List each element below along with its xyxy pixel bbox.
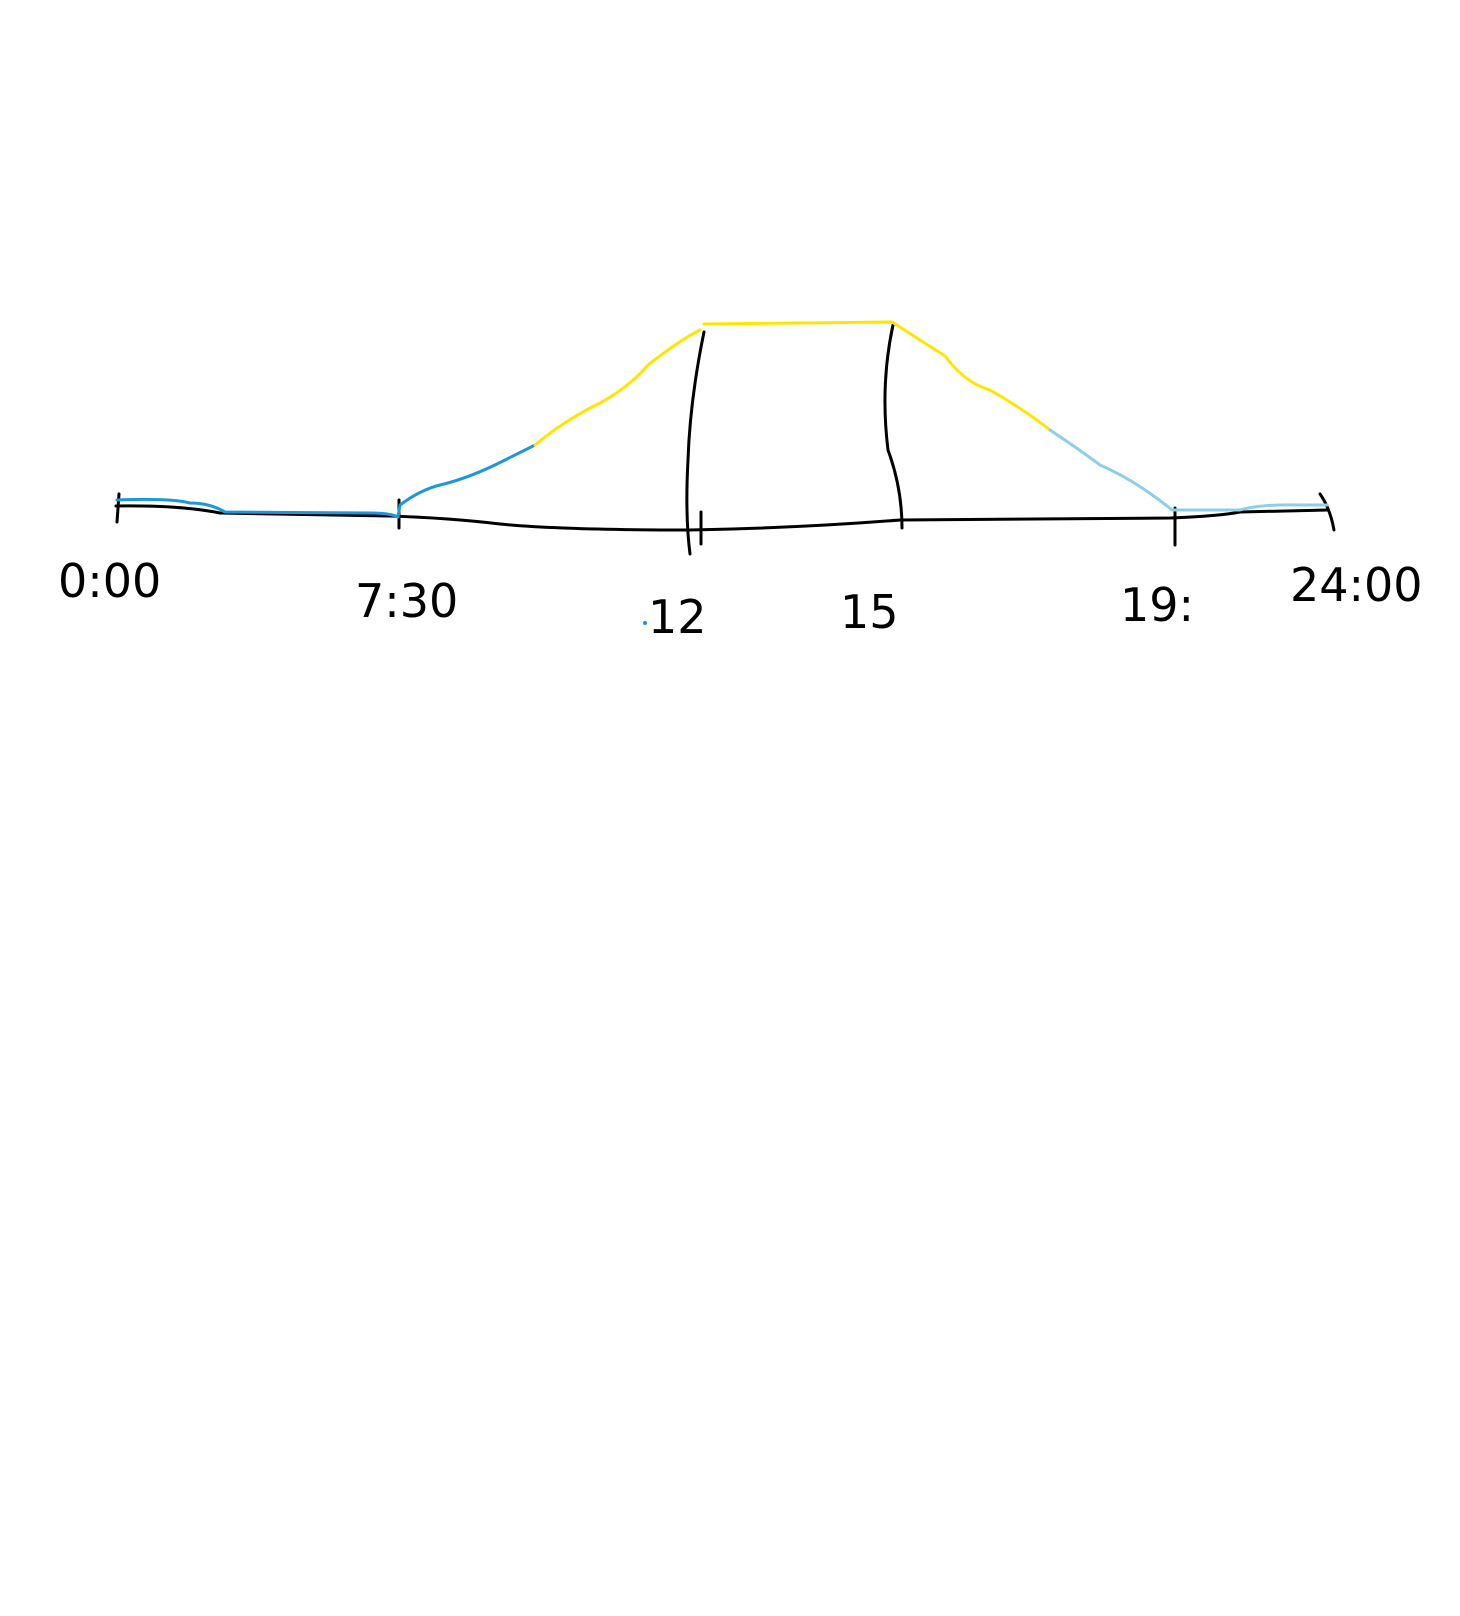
- tick-label-19: 19:: [1120, 578, 1194, 632]
- tick-label-start: 0:00: [58, 554, 161, 608]
- vertical-line-15: [883, 323, 904, 530]
- axis-end-cap: [1318, 492, 1336, 532]
- night-curve-morning: [115, 443, 537, 519]
- time-axis-line: [114, 504, 1330, 532]
- axis-start-cap: [115, 492, 121, 524]
- vertical-line-12: [685, 330, 706, 556]
- evening-curve: [1048, 428, 1329, 512]
- tick-label-730: 7:30: [355, 574, 458, 628]
- stray-dot: [643, 621, 647, 625]
- tick-label-end: 24:00: [1290, 558, 1423, 612]
- day-curve-fall: [890, 320, 1052, 432]
- day-curve-rise: [533, 328, 702, 447]
- day-curve-plateau: [702, 320, 894, 326]
- tick-label-12: 12: [648, 590, 707, 644]
- tick-label-15: 15: [840, 585, 899, 639]
